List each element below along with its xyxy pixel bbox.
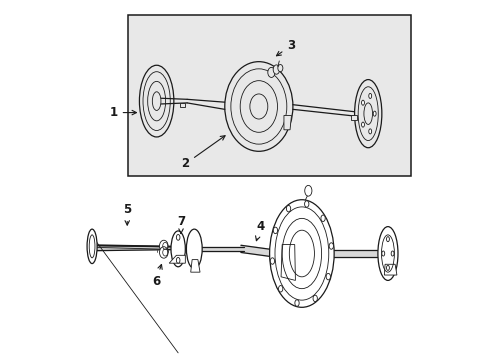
Text: 7: 7 [177,215,185,234]
Text: 2: 2 [181,136,224,170]
Ellipse shape [277,64,282,72]
Ellipse shape [363,103,372,125]
Ellipse shape [159,240,168,252]
Ellipse shape [224,62,292,151]
Ellipse shape [269,200,333,307]
Ellipse shape [267,67,274,77]
Polygon shape [169,255,185,263]
Ellipse shape [304,201,308,207]
Ellipse shape [278,285,282,292]
Ellipse shape [386,237,388,242]
Text: 4: 4 [255,220,264,241]
Polygon shape [190,260,200,272]
Ellipse shape [354,80,381,148]
Text: 1: 1 [109,106,136,119]
Ellipse shape [361,122,364,127]
Polygon shape [97,246,176,251]
Ellipse shape [361,100,364,105]
Ellipse shape [186,229,202,269]
Ellipse shape [328,243,333,249]
Ellipse shape [171,231,185,267]
Text: 5: 5 [123,203,131,225]
Polygon shape [328,250,376,257]
Ellipse shape [294,300,299,306]
Ellipse shape [304,185,311,196]
Polygon shape [97,245,178,249]
Ellipse shape [286,206,290,212]
Polygon shape [350,115,356,120]
Ellipse shape [273,227,277,234]
Ellipse shape [368,129,371,134]
Ellipse shape [325,273,330,280]
Polygon shape [292,105,355,116]
Polygon shape [187,99,224,109]
Polygon shape [187,247,244,251]
Ellipse shape [270,258,274,264]
Polygon shape [241,245,274,257]
Ellipse shape [390,251,393,256]
Polygon shape [281,244,295,280]
Ellipse shape [368,93,371,98]
Ellipse shape [312,295,317,302]
Polygon shape [384,264,396,275]
Ellipse shape [386,265,388,270]
Ellipse shape [87,229,97,264]
Ellipse shape [273,65,279,74]
Ellipse shape [381,251,384,256]
Ellipse shape [320,215,325,221]
Ellipse shape [176,234,180,240]
Ellipse shape [377,226,397,280]
Text: 6: 6 [151,265,162,288]
Polygon shape [284,116,291,130]
Ellipse shape [372,111,375,116]
Ellipse shape [152,92,161,111]
Text: 3: 3 [276,39,295,56]
Bar [128,15,410,176]
Ellipse shape [139,65,174,137]
Polygon shape [179,103,185,107]
Ellipse shape [159,247,168,258]
Ellipse shape [176,257,180,263]
